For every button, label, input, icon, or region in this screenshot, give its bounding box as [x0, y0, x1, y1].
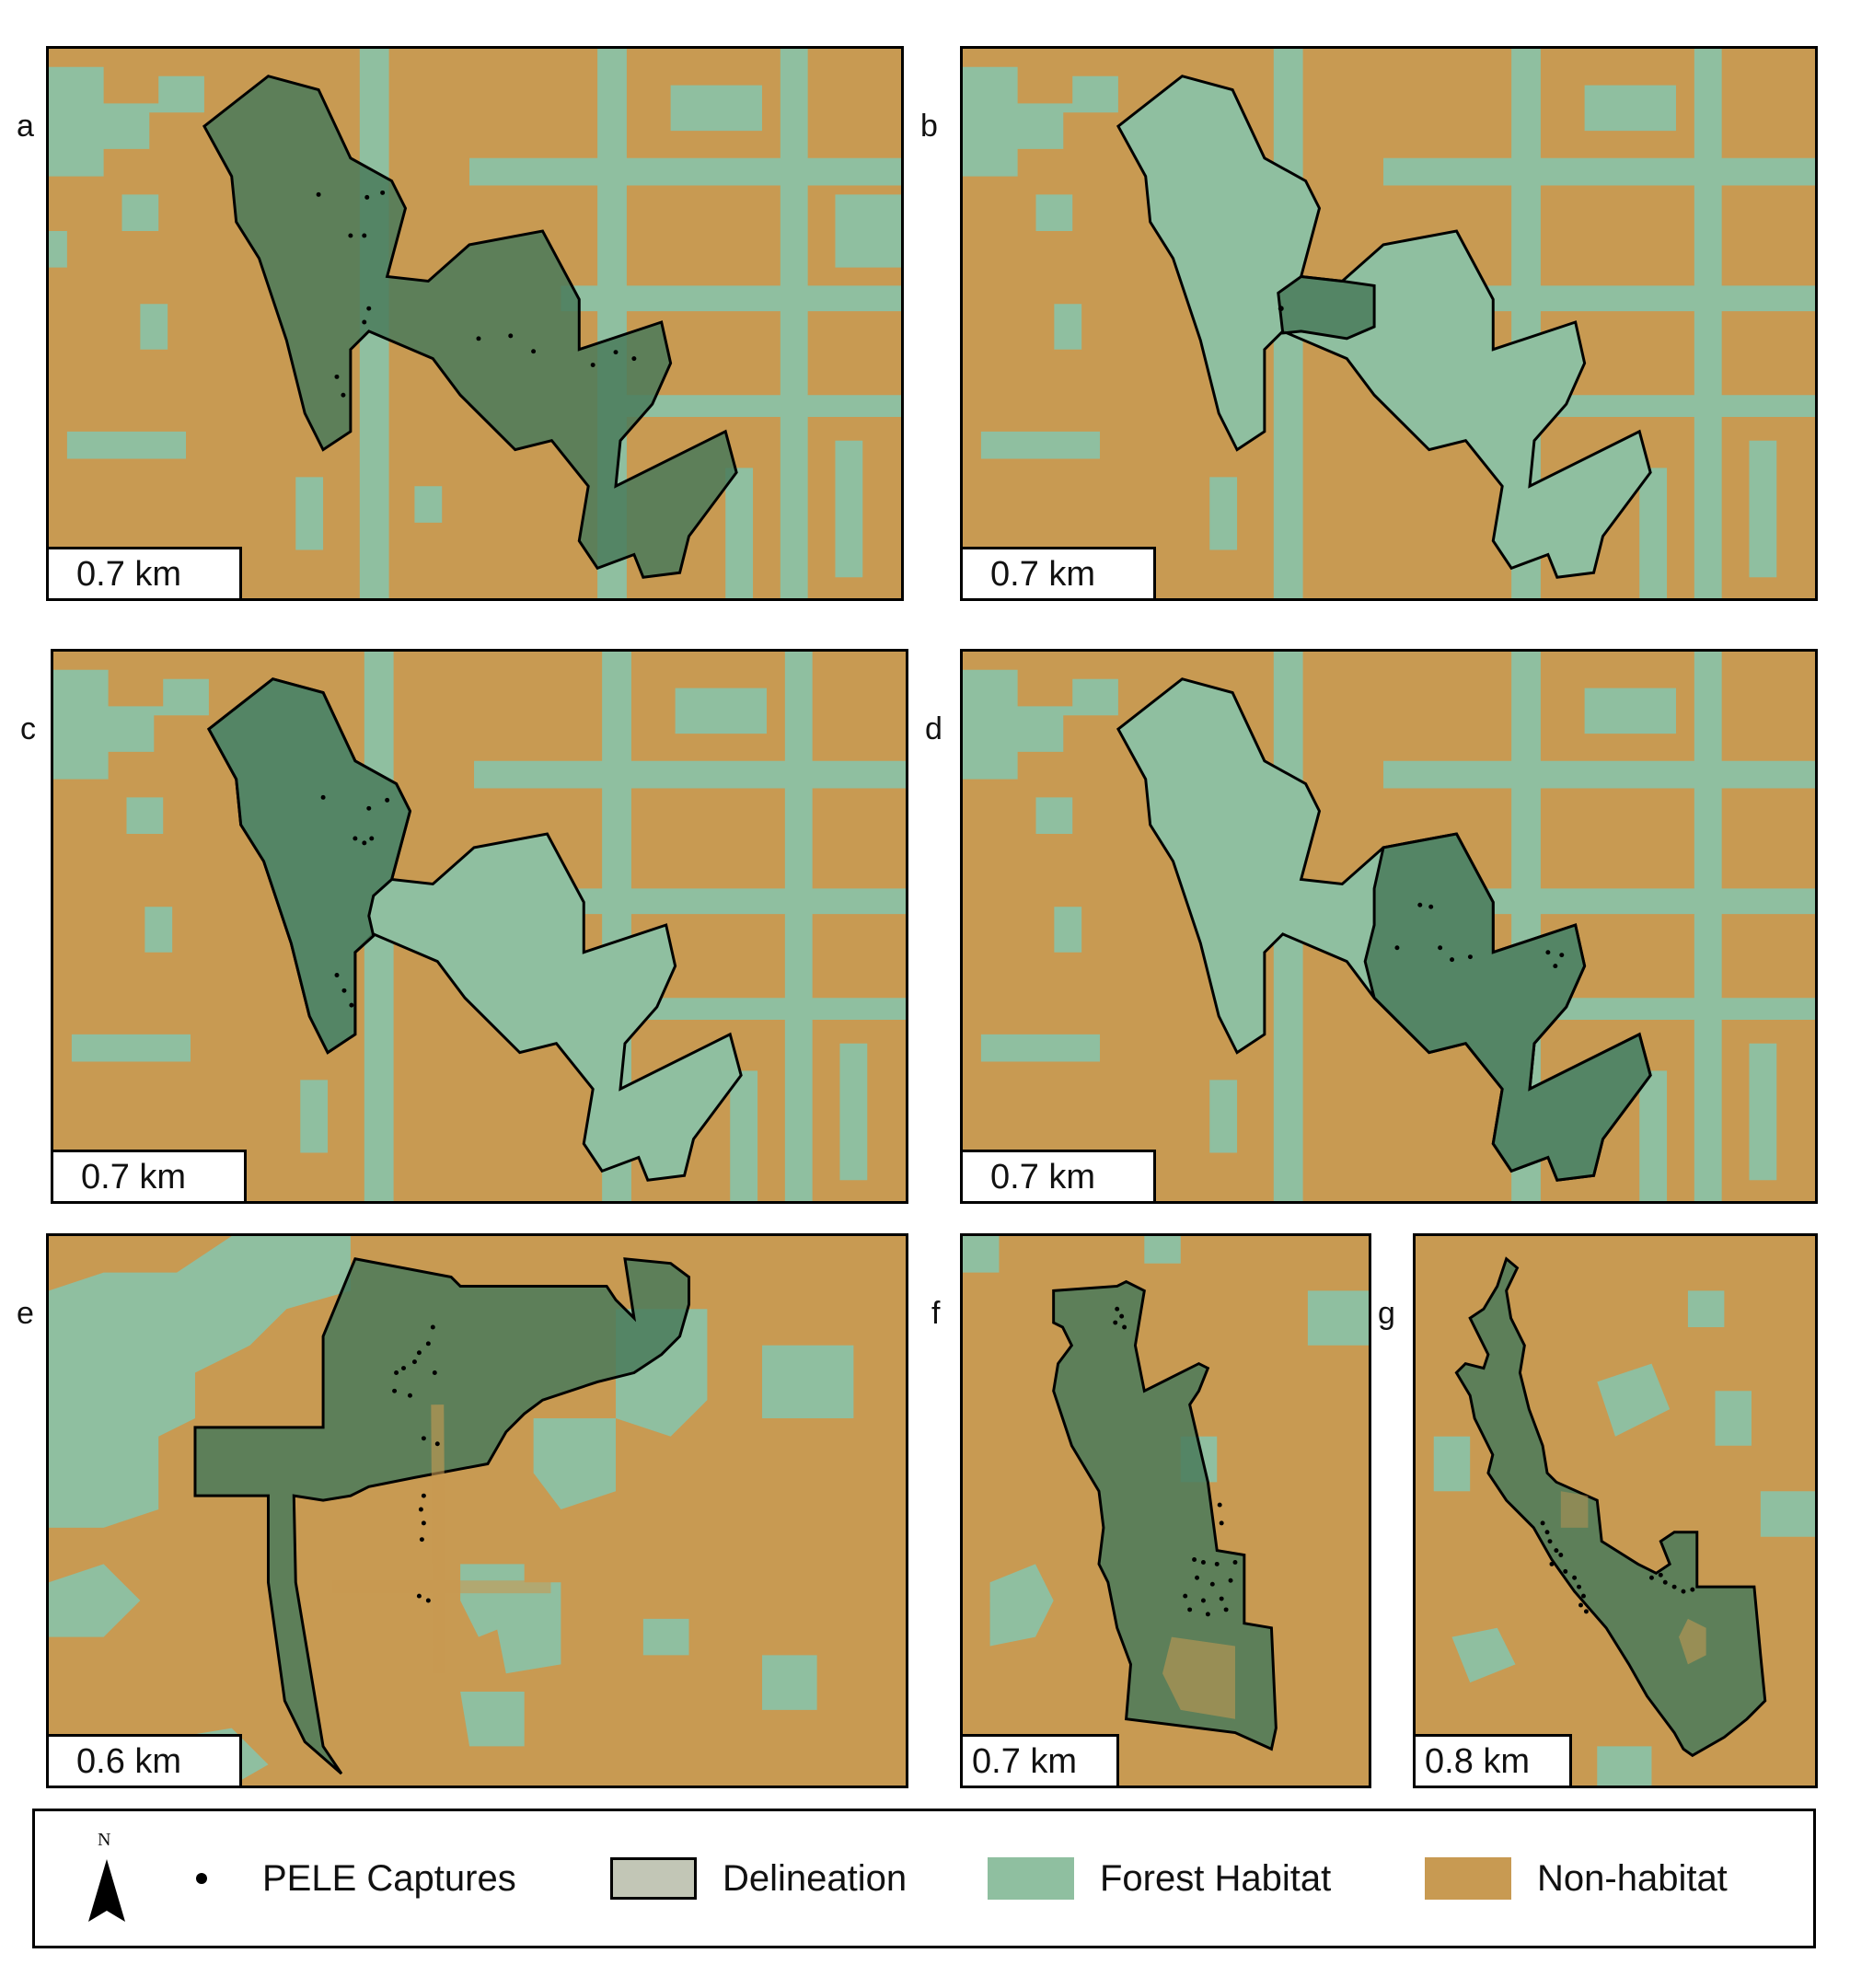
map-e-graphic	[49, 1236, 854, 1786]
north-label: N	[98, 1830, 111, 1850]
map-panel-a: 0.7 km	[46, 46, 904, 601]
map-d-graphic	[963, 652, 1815, 1201]
map-legend: N PELE Captures Delineation Forest Habit…	[32, 1809, 1816, 1948]
map-panel-b: 0.7 km	[960, 46, 1818, 601]
map-panel-g: 0.8 km	[1413, 1233, 1818, 1788]
map-panel-f: 0.7 km	[960, 1233, 1371, 1788]
scale-bar-b: 0.7 km	[963, 547, 1156, 598]
map-b-graphic	[963, 49, 1815, 598]
nonhabitat-swatch	[1425, 1857, 1511, 1900]
scale-bar-c: 0.7 km	[53, 1150, 247, 1201]
legend-label-forest: Forest Habitat	[1100, 1857, 1332, 1899]
scale-bar-e: 0.6 km	[49, 1734, 242, 1786]
legend-item-nonhabitat: Non-habitat	[1425, 1811, 1728, 1946]
legend-label-delineation: Delineation	[723, 1857, 908, 1899]
legend-label-nonhabitat: Non-habitat	[1537, 1857, 1728, 1899]
panel-label-c: c	[20, 711, 36, 746]
map-a-graphic	[49, 49, 901, 598]
north-arrow-icon	[88, 1859, 125, 1922]
scale-bar-g: 0.8 km	[1416, 1734, 1572, 1786]
legend-label-captures: PELE Captures	[262, 1857, 516, 1899]
legend-item-delineation: Delineation	[610, 1811, 907, 1946]
panel-label-e: e	[17, 1296, 34, 1331]
map-c-graphic	[53, 652, 906, 1201]
north-arrow: N	[79, 1830, 134, 1931]
scale-bar-d: 0.7 km	[963, 1150, 1156, 1201]
map-g-graphic	[1433, 1256, 1815, 1786]
map-panel-d: 0.7 km	[960, 649, 1818, 1204]
map-f-graphic	[963, 1236, 1369, 1751]
forest-swatch	[988, 1857, 1074, 1900]
scale-bar-a: 0.7 km	[49, 547, 242, 598]
panel-label-f: f	[931, 1296, 941, 1331]
scale-bar-f: 0.7 km	[963, 1734, 1119, 1786]
panel-label-d: d	[925, 711, 942, 746]
panel-label-a: a	[17, 109, 34, 144]
delineation-swatch	[610, 1857, 697, 1900]
map-panel-e: 0.6 km	[46, 1233, 908, 1788]
capture-dot-icon	[196, 1873, 207, 1884]
legend-item-captures: PELE Captures	[196, 1811, 516, 1946]
legend-item-forest: Forest Habitat	[988, 1811, 1331, 1946]
panel-label-g: g	[1378, 1296, 1395, 1331]
panel-label-b: b	[920, 109, 938, 144]
map-panel-c: 0.7 km	[51, 649, 908, 1204]
